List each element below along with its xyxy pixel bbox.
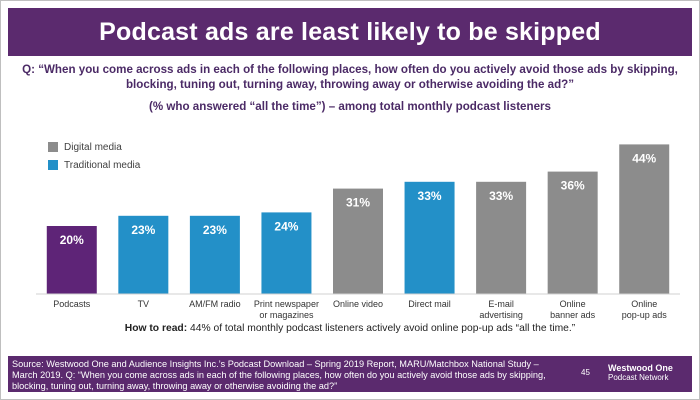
bar-2 <box>189 215 240 294</box>
category-label-0: Podcasts <box>53 299 91 309</box>
question-subtitle: (% who answered “all the time”) – among … <box>149 100 551 113</box>
category-label-8-line-0: Online <box>631 299 657 309</box>
survey-question: Q: “When you come across ads in each of … <box>12 62 688 92</box>
bar-value-label-5: 33% <box>418 189 442 203</box>
legend-label-digital: Digital media <box>64 141 122 153</box>
bar-7 <box>547 171 598 294</box>
bar-chart: 20% Podcasts 23% TV 23% AM/FM radio 24% Print n… <box>36 144 680 320</box>
bar-value-label-2: 23% <box>203 223 227 237</box>
category-label-4: Online video <box>333 299 383 309</box>
legend-swatch-traditional <box>48 160 58 170</box>
bar-6 <box>476 181 527 294</box>
legend-swatch-digital <box>48 142 58 152</box>
bar-4 <box>333 188 383 294</box>
category-label-1: TV <box>138 299 150 309</box>
bar-3 <box>261 212 312 294</box>
logo-line-1: Westwood One <box>608 363 673 373</box>
source-text: Source: Westwood One and Audience Insigh… <box>12 359 546 391</box>
category-label-7-line-0: Online <box>560 299 586 309</box>
title-banner: Podcast ads are least likely to be skipp… <box>8 8 692 56</box>
bar-value-label-1: 23% <box>131 223 155 237</box>
category-label-3-line-1: or magazines <box>259 310 314 320</box>
bar-1 <box>118 215 169 294</box>
bar-5 <box>404 181 455 294</box>
category-label-2: AM/FM radio <box>189 299 241 309</box>
bar-value-label-4: 31% <box>346 196 370 210</box>
how-to-read: How to read: 44% of total monthly podcas… <box>0 323 700 334</box>
page-title: Podcast ads are least likely to be skipp… <box>99 17 601 46</box>
bar-0 <box>46 226 97 294</box>
bar-value-label-0: 20% <box>60 233 84 247</box>
westwood-one-logo: Westwood One Podcast Network <box>608 363 688 385</box>
how-to-read-label: How to read: <box>124 323 188 334</box>
legend-label-traditional: Traditional media <box>64 159 141 171</box>
category-label-6-line-1: advertising <box>479 310 523 320</box>
bar-value-label-3: 24% <box>274 219 298 233</box>
logo-line-2: Podcast Network <box>608 373 669 382</box>
question-line-2: blocking, tuning out, turning away, thro… <box>125 78 575 91</box>
bar-value-label-7: 36% <box>561 179 585 193</box>
category-label-5: Direct mail <box>408 299 451 309</box>
legend-item-traditional: Traditional media <box>48 156 140 174</box>
legend-item-digital: Digital media <box>48 138 140 156</box>
bar-value-label-6: 33% <box>489 189 513 203</box>
how-to-read-text: 44% of total monthly podcast listeners a… <box>187 323 576 334</box>
category-label-7-line-1: banner ads <box>550 310 596 320</box>
category-label-3-line-0: Print newspaper <box>254 299 319 309</box>
source-footer: Source: Westwood One and Audience Insigh… <box>8 356 692 392</box>
bar-value-label-8: 44% <box>632 151 656 165</box>
question-line-1: Q: “When you come across ads in each of … <box>22 63 678 76</box>
category-label-8-line-1: pop-up ads <box>622 310 668 320</box>
chart-legend: Digital media Traditional media <box>48 138 140 174</box>
category-label-6-line-0: E-mail <box>488 299 514 309</box>
page-number: 45 <box>581 368 590 377</box>
bar-8 <box>619 144 670 294</box>
